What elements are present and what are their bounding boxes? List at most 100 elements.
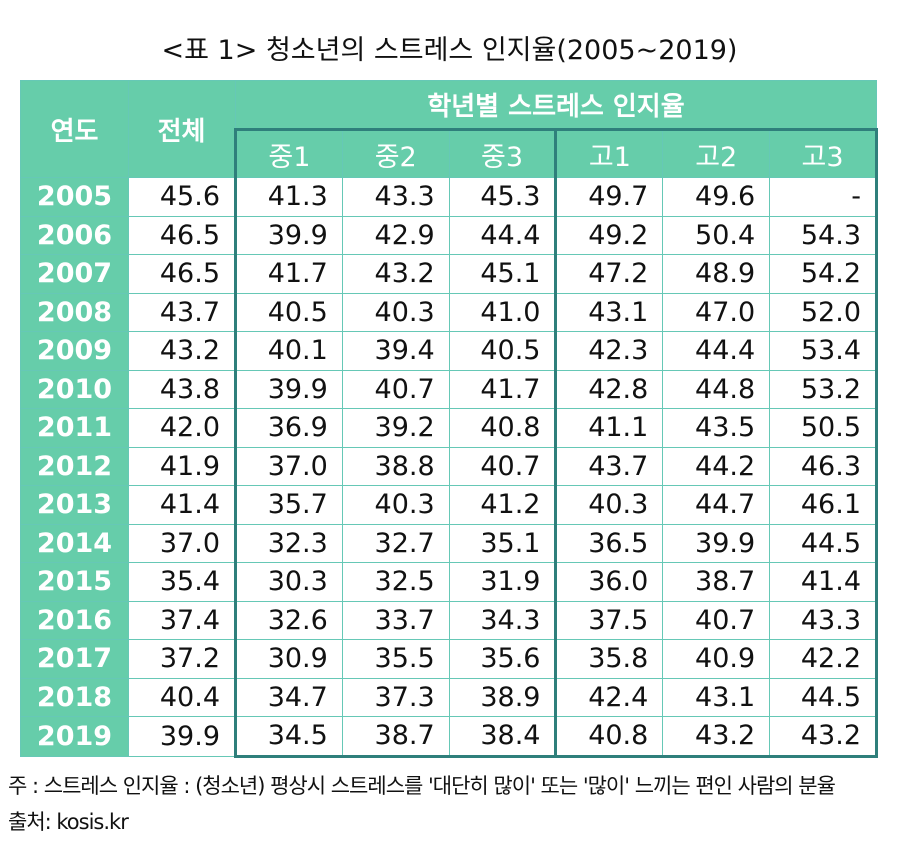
grade-cell: 36.0 bbox=[554, 562, 664, 602]
grade-cell: 43.5 bbox=[662, 408, 771, 448]
grade-cell: 40.3 bbox=[341, 292, 450, 332]
stress-rate-table: 연도 전체 학년별 스트레스 인지율 중1 중2 중3 고1 고2 고3 2005 45.6… bbox=[20, 80, 878, 758]
grade-cell: 30.3 bbox=[234, 562, 343, 602]
grade-cell: 38.8 bbox=[341, 446, 450, 486]
grade-cell: 43.1 bbox=[662, 677, 771, 717]
grade-cell: 35.5 bbox=[341, 639, 450, 679]
table-row: 2018 40.4 34.7 37.3 38.9 42.4 43.1 44.5 bbox=[20, 677, 878, 717]
grade-cell: 49.2 bbox=[554, 215, 664, 255]
total-cell: 37.0 bbox=[128, 523, 236, 563]
table-row: 2019 39.9 34.5 38.7 38.4 40.8 43.2 43.2 bbox=[20, 716, 878, 758]
grade-cell: 42.2 bbox=[769, 639, 878, 679]
grade-cell: 50.5 bbox=[769, 408, 878, 448]
grade-cell: 34.3 bbox=[448, 600, 557, 640]
grade-cell: 39.2 bbox=[341, 408, 450, 448]
table-row: 2016 37.4 32.6 33.7 34.3 37.5 40.7 43.3 bbox=[20, 600, 878, 640]
grade-cell: 39.9 bbox=[662, 523, 771, 563]
grade-cell: 42.4 bbox=[554, 677, 664, 717]
grade-cell: 35.8 bbox=[554, 639, 664, 679]
total-cell: 46.5 bbox=[128, 254, 236, 294]
grade-cell: 40.7 bbox=[448, 446, 557, 486]
total-cell: 41.4 bbox=[128, 485, 236, 525]
grade-cell: 32.5 bbox=[341, 562, 450, 602]
grade-cell: 39.9 bbox=[234, 215, 343, 255]
grade-cell: 36.9 bbox=[234, 408, 343, 448]
grade-cell: 33.7 bbox=[341, 600, 450, 640]
grade-cell: 44.5 bbox=[769, 677, 878, 717]
grade-cell: 35.6 bbox=[448, 639, 557, 679]
grade-cell: 40.3 bbox=[341, 485, 450, 525]
grade-cell: 54.2 bbox=[769, 254, 878, 294]
grade-cell: 40.9 bbox=[662, 639, 771, 679]
grade-cell: 49.6 bbox=[662, 177, 771, 217]
grade-cell: 38.9 bbox=[448, 677, 557, 717]
grade-cell: 40.5 bbox=[234, 292, 343, 332]
grade-cell: 42.9 bbox=[341, 215, 450, 255]
grade-cell: 35.1 bbox=[448, 523, 557, 563]
total-cell: 39.9 bbox=[128, 716, 236, 757]
grade-cell: 49.7 bbox=[554, 177, 664, 217]
grade-cell: 40.5 bbox=[448, 331, 557, 371]
grade-cell: 43.2 bbox=[341, 254, 450, 294]
grade-cell: 46.3 bbox=[769, 446, 878, 486]
grade-cell: 41.1 bbox=[554, 408, 664, 448]
grade-cell: 38.4 bbox=[448, 716, 557, 758]
footnote: 주 : 스트레스 인지율 : (청소년) 평상시 스트레스를 '대단히 많이' … bbox=[8, 774, 836, 798]
table-row: 2005 45.6 41.3 43.3 45.3 49.7 49.6- bbox=[20, 177, 878, 217]
header-grade: 고3 bbox=[769, 128, 878, 178]
total-cell: 37.2 bbox=[128, 639, 236, 679]
grade-cell: 35.7 bbox=[234, 485, 343, 525]
grade-cell: 44.4 bbox=[448, 215, 557, 255]
grade-cell: 39.9 bbox=[234, 369, 343, 409]
total-cell: 37.4 bbox=[128, 600, 236, 640]
grade-cell: 37.0 bbox=[234, 446, 343, 486]
total-cell: 40.4 bbox=[128, 677, 236, 717]
grade-cell: 45.3 bbox=[448, 177, 557, 217]
grade-cell: 47.2 bbox=[554, 254, 664, 294]
grade-cell: 53.4 bbox=[769, 331, 878, 371]
grade-cell: 44.5 bbox=[769, 523, 878, 563]
year-cell: 2017 bbox=[20, 639, 129, 679]
grade-cell: 37.3 bbox=[341, 677, 450, 717]
year-cell: 2011 bbox=[20, 408, 129, 448]
grade-cell: 32.7 bbox=[341, 523, 450, 563]
grade-cell: 40.1 bbox=[234, 331, 343, 371]
grade-cell: 41.0 bbox=[448, 292, 557, 332]
grade-cell: 44.2 bbox=[662, 446, 771, 486]
grade-cell: 36.5 bbox=[554, 523, 664, 563]
grade-cell: 44.7 bbox=[662, 485, 771, 525]
grade-cell: 39.4 bbox=[341, 331, 450, 371]
grade-cell: 40.7 bbox=[662, 600, 771, 640]
year-cell: 2010 bbox=[20, 369, 129, 409]
grade-cell: 46.1 bbox=[769, 485, 878, 525]
grade-cell: 54.3 bbox=[769, 215, 878, 255]
grade-cell: 40.8 bbox=[554, 716, 664, 758]
grade-cell: 43.1 bbox=[554, 292, 664, 332]
grade-cell: 42.3 bbox=[554, 331, 664, 371]
year-cell: 2005 bbox=[20, 177, 129, 217]
year-cell: 2014 bbox=[20, 523, 129, 563]
grade-cell: 30.9 bbox=[234, 639, 343, 679]
grade-cell: 31.9 bbox=[448, 562, 557, 602]
header-grade: 중3 bbox=[448, 128, 557, 178]
total-cell: 35.4 bbox=[128, 562, 236, 602]
grade-cell: 48.9 bbox=[662, 254, 771, 294]
header-grade: 고1 bbox=[554, 128, 664, 178]
grade-cell: 41.7 bbox=[448, 369, 557, 409]
grade-cell: 44.4 bbox=[662, 331, 771, 371]
table-row: 2008 43.7 40.5 40.3 41.0 43.1 47.0 52.0 bbox=[20, 292, 878, 332]
grade-cell: 42.8 bbox=[554, 369, 664, 409]
year-cell: 2012 bbox=[20, 446, 129, 486]
grade-cell: 50.4 bbox=[662, 215, 771, 255]
total-cell: 43.7 bbox=[128, 292, 236, 332]
grade-cell: 41.3 bbox=[234, 177, 343, 217]
grade-cell: 52.0 bbox=[769, 292, 878, 332]
header-year: 연도 bbox=[20, 80, 129, 178]
year-cell: 2007 bbox=[20, 254, 129, 294]
grade-cell: 43.3 bbox=[341, 177, 450, 217]
grade-cell: 32.6 bbox=[234, 600, 343, 640]
grade-cell: 32.3 bbox=[234, 523, 343, 563]
table-row: 2006 46.5 39.9 42.9 44.4 49.2 50.4 54.3 bbox=[20, 215, 878, 255]
table-title: <표 1> 청소년의 스트레스 인지율(2005~2019) bbox=[161, 35, 738, 66]
year-cell: 2013 bbox=[20, 485, 129, 525]
